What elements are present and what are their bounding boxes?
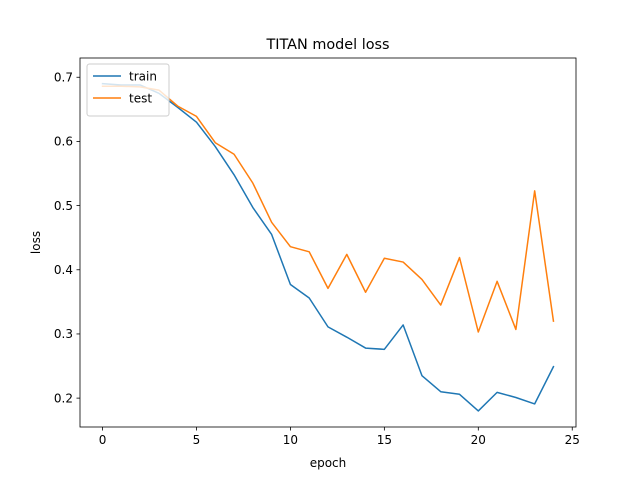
x-tick-label: 20 xyxy=(471,433,486,447)
legend-box xyxy=(86,63,170,117)
y-tick-label: 0.3 xyxy=(54,327,73,341)
legend-label-train: train xyxy=(129,69,157,83)
y-tick-label: 0.5 xyxy=(54,199,73,213)
x-tick-label: 5 xyxy=(193,433,201,447)
y-axis: 0.2 0.3 0.4 0.5 0.6 0.7 xyxy=(54,71,80,405)
y-tick-label: 0.2 xyxy=(54,391,73,405)
x-tick-label: 15 xyxy=(377,433,392,447)
series-line-train xyxy=(101,82,555,412)
y-tick-label: 0.7 xyxy=(54,71,73,85)
plot-area xyxy=(101,82,555,412)
legend-label-test: test xyxy=(129,91,152,105)
chart-title: TITAN model loss xyxy=(265,37,389,53)
y-tick-label: 0.6 xyxy=(54,135,73,149)
x-tick-label: 25 xyxy=(565,433,580,447)
x-axis-label: epoch xyxy=(310,456,347,470)
series-line-test xyxy=(101,85,555,333)
legend: train test xyxy=(86,63,170,117)
x-tick-label: 10 xyxy=(283,433,298,447)
y-tick-label: 0.4 xyxy=(54,263,73,277)
x-axis: 0 5 10 15 20 25 xyxy=(99,427,580,447)
x-tick-label: 0 xyxy=(99,433,107,447)
axes-frame xyxy=(79,57,577,428)
y-axis-label: loss xyxy=(29,231,43,254)
